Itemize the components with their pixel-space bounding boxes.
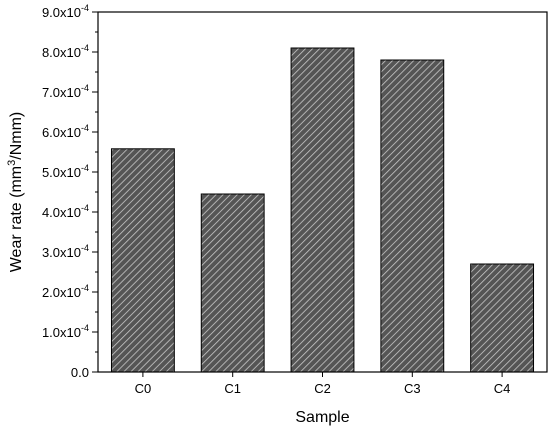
bar-c3	[380, 59, 445, 373]
bars-group	[110, 47, 535, 373]
y-tick-label: 9.0x10-4	[42, 3, 89, 20]
x-axis: C0 C1 C2 C3 C4	[135, 372, 511, 396]
x-tick-label-c3: C3	[404, 381, 421, 396]
y-tick-label: 2.0x10-4	[42, 283, 89, 300]
y-tick-label: 7.0x10-4	[42, 83, 89, 100]
x-tick-label-c1: C1	[224, 381, 241, 396]
y-tick-label: 1.0x10-4	[42, 323, 89, 340]
x-tick-label-c0: C0	[135, 381, 152, 396]
x-tick-label-c4: C4	[494, 381, 511, 396]
y-tick-label: 6.0x10-4	[42, 123, 89, 140]
y-axis: 0.0 1.0x10-4 2.0x10-4 3.0x10-4 4.0x10-4 5.0x1…	[42, 3, 98, 380]
x-axis-title: Sample	[295, 409, 349, 426]
bar-c4	[470, 263, 535, 373]
y-tick-label: 5.0x10-4	[42, 163, 89, 180]
bar-c2	[290, 47, 355, 373]
x-tick-label-c2: C2	[314, 381, 331, 396]
y-tick-label: 0.0	[71, 365, 89, 380]
y-tick-label: 8.0x10-4	[42, 43, 89, 60]
y-tick-label: 4.0x10-4	[42, 203, 89, 220]
y-tick-label: 3.0x10-4	[42, 243, 89, 260]
bar-c0	[110, 148, 175, 373]
bar-c1	[200, 193, 265, 373]
y-axis-title: Wear rate (mm3/Nmm)	[6, 112, 25, 273]
